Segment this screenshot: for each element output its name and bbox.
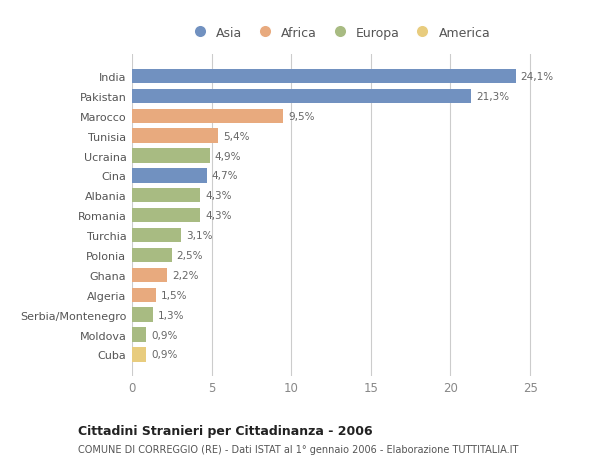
Bar <box>132 229 181 243</box>
Bar <box>132 129 218 144</box>
Text: 24,1%: 24,1% <box>521 72 554 82</box>
Text: 4,3%: 4,3% <box>205 191 232 201</box>
Bar <box>132 189 200 203</box>
Text: 4,7%: 4,7% <box>212 171 238 181</box>
Text: COMUNE DI CORREGGIO (RE) - Dati ISTAT al 1° gennaio 2006 - Elaborazione TUTTITAL: COMUNE DI CORREGGIO (RE) - Dati ISTAT al… <box>78 444 518 454</box>
Legend: Asia, Africa, Europa, America: Asia, Africa, Europa, America <box>184 23 494 43</box>
Text: 9,5%: 9,5% <box>288 112 314 122</box>
Bar <box>132 109 283 123</box>
Bar <box>132 347 146 362</box>
Text: 4,3%: 4,3% <box>205 211 232 221</box>
Text: 5,4%: 5,4% <box>223 131 249 141</box>
Text: 2,2%: 2,2% <box>172 270 199 280</box>
Text: 4,9%: 4,9% <box>215 151 241 161</box>
Text: 21,3%: 21,3% <box>476 92 509 101</box>
Text: 2,5%: 2,5% <box>176 251 203 260</box>
Text: Cittadini Stranieri per Cittadinanza - 2006: Cittadini Stranieri per Cittadinanza - 2… <box>78 425 373 437</box>
Bar <box>132 208 200 223</box>
Bar <box>132 268 167 282</box>
Bar <box>132 328 146 342</box>
Text: 3,1%: 3,1% <box>186 230 212 241</box>
Bar <box>132 90 471 104</box>
Text: 1,3%: 1,3% <box>157 310 184 320</box>
Bar <box>132 308 152 322</box>
Bar <box>132 248 172 263</box>
Bar <box>132 169 207 183</box>
Text: 0,9%: 0,9% <box>151 330 178 340</box>
Text: 1,5%: 1,5% <box>161 290 187 300</box>
Bar <box>132 149 210 163</box>
Bar <box>132 70 516 84</box>
Bar <box>132 288 156 302</box>
Text: 0,9%: 0,9% <box>151 350 178 359</box>
